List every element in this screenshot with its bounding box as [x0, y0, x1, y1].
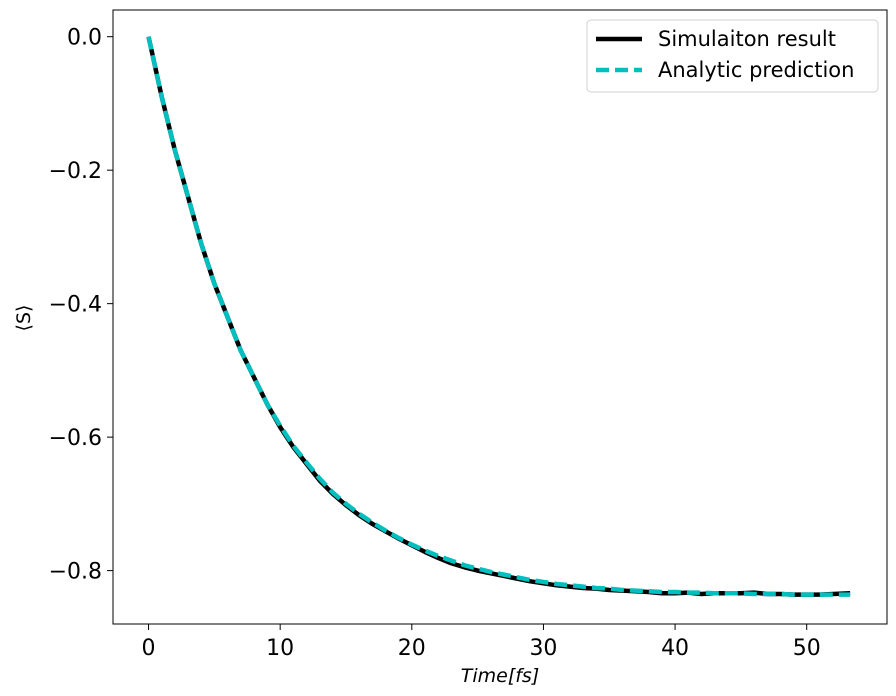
x-tick-label: 10	[266, 636, 294, 661]
x-tick-label: 20	[398, 636, 426, 661]
legend-label-analytic: Analytic prediction	[658, 58, 854, 82]
x-tick-label: 30	[529, 636, 557, 661]
legend: Simulaiton result Analytic prediction	[586, 19, 879, 93]
y-tick-label: −0.6	[49, 426, 102, 451]
axes-frame	[112, 9, 888, 625]
y-axis: 0.0 −0.2 −0.4 −0.6 −0.8	[49, 26, 113, 585]
legend-box	[586, 19, 879, 93]
plot-area	[146, 36, 851, 597]
y-tick-label: −0.8	[49, 560, 102, 585]
y-tick-label: −0.2	[49, 159, 102, 184]
y-tick-label: −0.4	[49, 293, 102, 318]
x-tick-label: 50	[793, 636, 821, 661]
y-axis-label: ⟨S⟩	[13, 305, 35, 332]
legend-label-simulation: Simulaiton result	[658, 27, 836, 51]
x-axis: 0 10 20 30 40 50	[142, 624, 821, 661]
x-axis-label: Time[fs]	[461, 665, 540, 687]
series-line-analytic	[146, 36, 851, 597]
series-line-simulation	[146, 36, 851, 597]
x-tick-label: 0	[142, 636, 156, 661]
x-tick-label: 40	[661, 636, 689, 661]
y-tick-label: 0.0	[67, 26, 102, 51]
